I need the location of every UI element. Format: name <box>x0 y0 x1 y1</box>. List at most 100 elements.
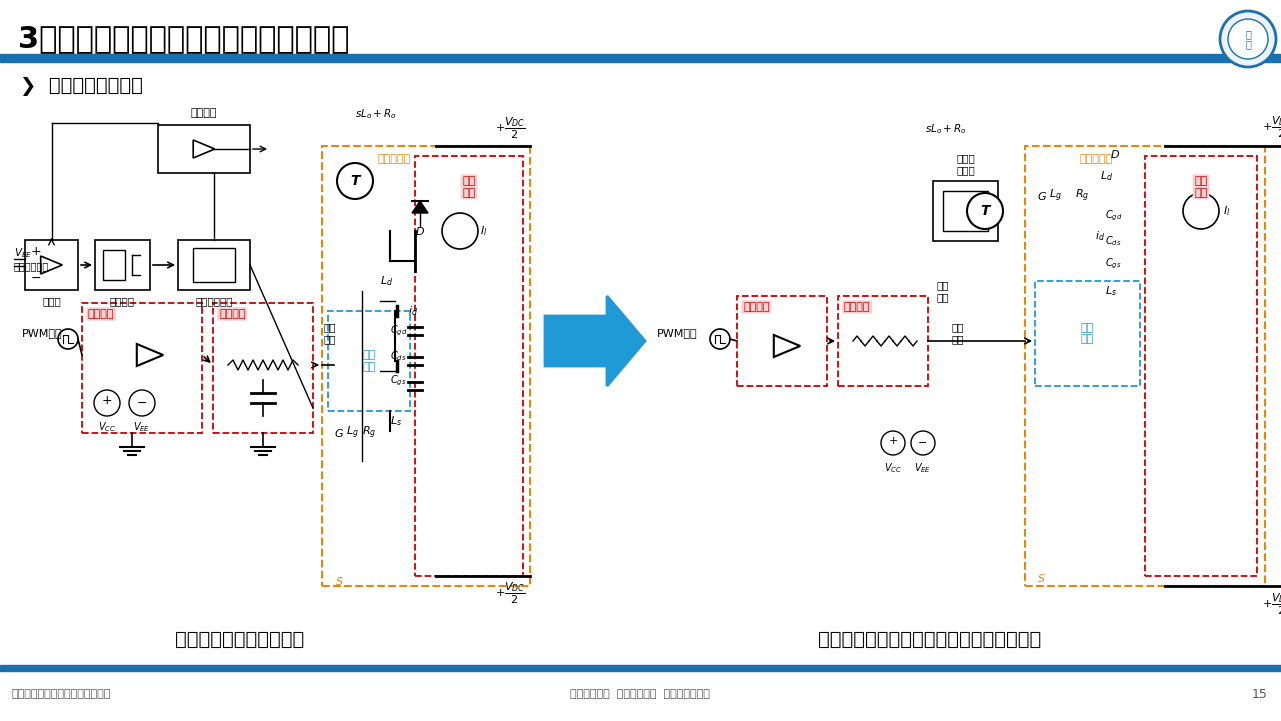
Text: 栅极
电压: 栅极 电压 <box>323 322 336 344</box>
Circle shape <box>442 213 478 249</box>
Circle shape <box>1220 11 1276 67</box>
Text: $G$: $G$ <box>1038 190 1047 202</box>
Text: 北: 北 <box>1245 29 1252 39</box>
Text: $sL_o+R_o$: $sL_o+R_o$ <box>355 107 397 121</box>
Text: $R_g$: $R_g$ <box>363 425 377 441</box>
Polygon shape <box>412 201 428 213</box>
Bar <box>26 240 78 290</box>
Bar <box>102 250 126 280</box>
Text: $V_{EE}$: $V_{EE}$ <box>133 420 151 434</box>
Text: 无源网络: 无源网络 <box>219 309 246 319</box>
Bar <box>193 248 234 282</box>
Text: $I_l$: $I_l$ <box>1223 204 1230 218</box>
Bar <box>178 240 250 290</box>
Text: $V_{CC}$: $V_{CC}$ <box>884 461 902 475</box>
Text: $R_g$: $R_g$ <box>1075 187 1089 204</box>
Text: $i_d$: $i_d$ <box>1095 229 1106 243</box>
Bar <box>1145 156 1257 576</box>
Text: $sL_o+R_o$: $sL_o+R_o$ <box>925 122 967 136</box>
Text: −: − <box>918 438 927 448</box>
Circle shape <box>967 193 1003 229</box>
Text: +: + <box>101 394 113 407</box>
Text: $C_{ds}$: $C_{ds}$ <box>389 349 406 363</box>
Text: 比较器: 比较器 <box>42 296 61 306</box>
Circle shape <box>1228 19 1268 59</box>
Text: $L_d$: $L_d$ <box>380 274 393 288</box>
Text: $D$: $D$ <box>415 225 425 237</box>
Text: $L_s$: $L_s$ <box>389 414 402 428</box>
Text: $C_{gd}$: $C_{gd}$ <box>1106 209 1122 224</box>
Text: 有源辅
助器件: 有源辅 助器件 <box>956 154 975 175</box>
Text: $+\dfrac{V_{DC}}{2}$: $+\dfrac{V_{DC}}{2}$ <box>494 116 525 141</box>
Polygon shape <box>544 296 646 386</box>
Text: $L_s$: $L_s$ <box>1106 284 1117 298</box>
Text: $C_{gs}$: $C_{gs}$ <box>389 373 406 388</box>
Bar <box>322 146 530 586</box>
Circle shape <box>337 163 373 199</box>
Text: T: T <box>980 204 990 218</box>
Text: −: − <box>137 397 147 410</box>
Bar <box>213 303 313 433</box>
Text: $S$: $S$ <box>336 575 343 587</box>
Text: 逻辑电路: 逻辑电路 <box>110 296 135 306</box>
Text: $V_{EE}$: $V_{EE}$ <box>915 461 931 475</box>
Text: 采样网络: 采样网络 <box>191 108 218 118</box>
Circle shape <box>58 329 78 349</box>
Bar <box>1035 281 1140 386</box>
Text: 控制器、比较器与有源辅助器件的融合复用: 控制器、比较器与有源辅助器件的融合复用 <box>819 629 1041 648</box>
Text: $C_{ds}$: $C_{ds}$ <box>1106 234 1121 248</box>
Text: $V_{EE}$: $V_{EE}$ <box>14 246 32 260</box>
Bar <box>0 54 1281 62</box>
Text: −: − <box>31 272 41 285</box>
Text: 功率
回路: 功率 回路 <box>462 176 475 198</box>
Text: $S$: $S$ <box>1038 572 1045 584</box>
Text: $+\dfrac{V_{DC}}{2}$: $+\dfrac{V_{DC}}{2}$ <box>1262 592 1281 617</box>
Text: 栅极
电压: 栅极 电压 <box>952 322 965 344</box>
Circle shape <box>129 390 155 416</box>
Text: 交: 交 <box>1245 39 1252 49</box>
Text: 功率放大: 功率放大 <box>743 302 770 312</box>
Text: 功率
回路: 功率 回路 <box>1194 176 1208 198</box>
Text: T: T <box>350 174 360 188</box>
Text: $D$: $D$ <box>1111 148 1120 160</box>
Circle shape <box>881 431 904 455</box>
Bar <box>943 191 988 231</box>
Text: 北京交通大学  电气工程学院  电力电子研究所: 北京交通大学 电气工程学院 电力电子研究所 <box>570 689 710 699</box>
Text: 中国电工技术学会新媒体平台发布: 中国电工技术学会新媒体平台发布 <box>12 689 111 699</box>
Text: PWM信号: PWM信号 <box>657 328 698 338</box>
Text: $G$: $G$ <box>334 427 345 439</box>
Text: $V_{CC}$: $V_{CC}$ <box>97 420 117 434</box>
Text: 关断偏置电压: 关断偏置电压 <box>14 261 49 271</box>
Text: 3、基于跨导增益负反馈机理的干扰抑制: 3、基于跨导增益负反馈机理的干扰抑制 <box>18 25 350 53</box>
Circle shape <box>710 329 730 349</box>
Bar <box>1025 146 1266 586</box>
Bar <box>838 296 927 386</box>
Text: 碳化硬器件: 碳化硬器件 <box>1080 154 1113 164</box>
Text: 碳化硬器件: 碳化硬器件 <box>377 154 410 164</box>
Text: $i_d$: $i_d$ <box>409 304 418 318</box>
Text: $+\dfrac{V_{DC}}{2}$: $+\dfrac{V_{DC}}{2}$ <box>1262 115 1281 140</box>
Bar <box>415 156 523 576</box>
Bar <box>158 125 250 173</box>
Text: 功率放大: 功率放大 <box>88 309 114 319</box>
Circle shape <box>1182 193 1220 229</box>
Bar <box>737 296 828 386</box>
Bar <box>82 303 202 433</box>
Text: $C_{gs}$: $C_{gs}$ <box>1106 257 1121 271</box>
Text: $C_{gd}$: $C_{gd}$ <box>389 324 407 338</box>
Text: +: + <box>888 436 898 446</box>
Text: +: + <box>31 245 41 258</box>
Bar <box>95 240 150 290</box>
Text: 对栅压的负反馈控制构架: 对栅压的负反馈控制构架 <box>175 629 305 648</box>
Text: PWM信号: PWM信号 <box>22 328 63 338</box>
Bar <box>0 665 1281 671</box>
Text: ❯  负反馈机制的建立: ❯ 负反馈机制的建立 <box>20 76 143 95</box>
Text: 驱动
信号: 驱动 信号 <box>936 280 949 302</box>
Circle shape <box>911 431 935 455</box>
Text: $L_d$: $L_d$ <box>1100 169 1113 183</box>
Text: 无源网络: 无源网络 <box>844 302 871 312</box>
Text: 15: 15 <box>1252 688 1268 701</box>
Text: 有源辅助器件: 有源辅助器件 <box>195 296 233 306</box>
Bar <box>328 311 410 411</box>
Text: $+\dfrac{V_{DC}}{2}$: $+\dfrac{V_{DC}}{2}$ <box>494 581 525 606</box>
